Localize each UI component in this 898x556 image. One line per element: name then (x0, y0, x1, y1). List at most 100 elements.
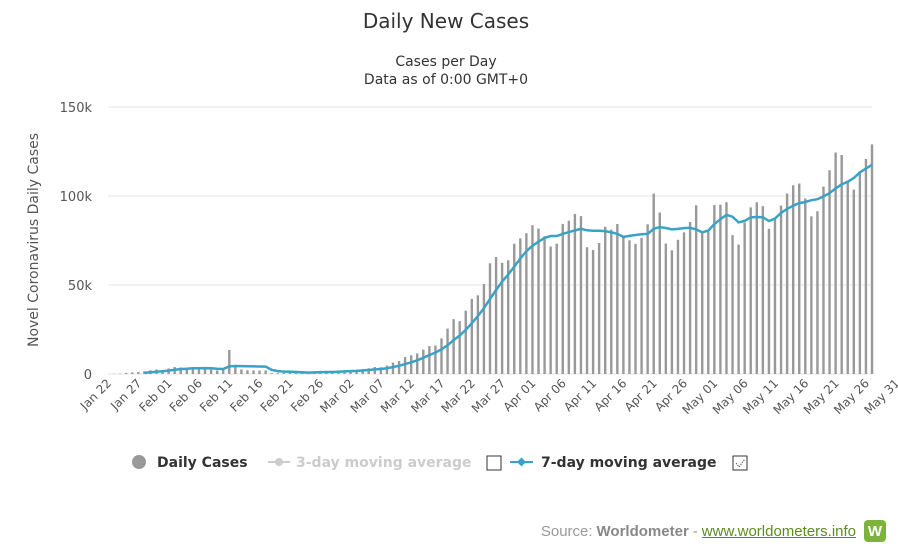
chart-title: Daily New Cases (363, 9, 529, 33)
x-tick-label: Apr 01 (500, 376, 538, 414)
credit-source-label: Source: (540, 522, 593, 540)
x-tick-label: Feb 21 (258, 376, 296, 414)
legend-item-3day-average[interactable]: 3-day moving average (268, 455, 472, 471)
daily-cases-bar (282, 372, 286, 374)
daily-cases-bar (428, 346, 431, 374)
daily-cases-bar (694, 205, 698, 374)
x-tick-label: Jan 22 (77, 376, 114, 413)
daily-cases-bar (179, 367, 182, 374)
daily-cases-bar (137, 372, 140, 374)
y-tick-label: 50k (68, 279, 93, 294)
daily-cases-bar (749, 207, 752, 374)
daily-cases-bar (634, 243, 637, 374)
daily-cases-bar (458, 321, 461, 374)
daily-cases-bar (804, 198, 807, 374)
daily-cases-bar (276, 373, 279, 374)
daily-cases-bar (652, 193, 655, 374)
daily-cases-bar (131, 372, 134, 374)
daily-cases-bar (870, 144, 874, 374)
daily-cases-bar (470, 298, 474, 374)
daily-cases-bar (543, 236, 546, 374)
daily-cases-bar (476, 295, 480, 374)
x-tick-label: Feb 01 (136, 376, 174, 414)
daily-cases-bar (713, 205, 716, 374)
daily-cases-bar (409, 355, 413, 374)
daily-cases-bar (622, 237, 625, 374)
y-tick-label: 0 (84, 368, 92, 383)
legend-item-daily-cases[interactable]: Daily Cases (132, 455, 248, 471)
daily-cases-bar (585, 247, 589, 374)
daily-cases-bar (858, 172, 862, 374)
credit-separator: - (692, 522, 698, 540)
daily-cases-bar (561, 223, 564, 374)
legend-marker-7day (517, 457, 526, 467)
daily-cases-bar (537, 228, 540, 374)
daily-cases-bar (185, 368, 189, 374)
daily-cases-bar (688, 221, 692, 374)
daily-cases-bar (264, 370, 267, 374)
daily-cases-bar (798, 183, 801, 374)
daily-cases-bar (416, 353, 419, 374)
x-tick-label: Mar 27 (469, 376, 508, 415)
daily-cases-bar (828, 170, 831, 374)
daily-cases-bar (852, 189, 856, 374)
daily-cases-bar (385, 365, 389, 374)
daily-cases-bar (494, 257, 498, 374)
daily-cases-bar (658, 212, 661, 374)
daily-cases-bar (816, 211, 819, 374)
daily-cases-bar (719, 204, 722, 374)
moving-average-7day-line (144, 163, 873, 375)
y-tick-label: 150k (60, 101, 93, 116)
daily-cases-bar (434, 345, 437, 374)
daily-cases-bar (191, 367, 195, 374)
daily-cases-bar (482, 283, 486, 374)
daily-cases-bar (640, 237, 643, 374)
daily-cases-bar (761, 206, 765, 374)
daily-cases-bar (209, 369, 213, 374)
daily-cases-bar (452, 319, 455, 374)
x-tick-label: Apr 06 (531, 376, 569, 414)
daily-cases-bar (252, 370, 255, 374)
daily-cases-bar (610, 229, 613, 374)
y-tick-labels: 0 50k 100k 150k (60, 101, 93, 383)
daily-cases-bar (228, 349, 231, 374)
daily-cases-bar (664, 243, 668, 374)
worldometer-logo-icon[interactable]: W (864, 520, 886, 542)
daily-cases-bar (549, 246, 552, 374)
credit-link[interactable]: www.worldometers.info (701, 522, 856, 540)
y-tick-label: 100k (60, 190, 93, 205)
y-axis-label: Novel Coronavirus Daily Cases (26, 133, 42, 347)
x-tick-label: Feb 06 (167, 376, 205, 414)
daily-cases-bar (822, 186, 825, 374)
daily-cases-bar (834, 152, 837, 374)
daily-cases-bar (379, 367, 383, 374)
legend-checkbox-checked[interactable] (732, 455, 748, 471)
daily-cases-bar (446, 328, 449, 374)
legend-checkbox-7day[interactable] (486, 455, 502, 471)
daily-cases-bar (604, 226, 607, 374)
x-tick-label: Apr 11 (561, 376, 599, 414)
daily-cases-bar (616, 223, 619, 374)
daily-cases-bar (525, 233, 528, 374)
daily-cases-bar (488, 263, 492, 374)
daily-cases-bar (240, 369, 243, 374)
daily-cases-bar (513, 243, 516, 374)
legend-item-7day-average[interactable]: 7-day moving average (510, 455, 717, 471)
daily-cases-bar (567, 220, 571, 374)
daily-cases-bar (579, 216, 583, 374)
daily-cases-bar (779, 205, 783, 374)
legend: Daily Cases 3-day moving average 7-day m… (132, 455, 748, 471)
daily-cases-bar (810, 216, 813, 374)
x-tick-label: Apr 21 (622, 376, 660, 414)
daily-cases-bar (791, 185, 795, 374)
legend-label-3day: 3-day moving average (296, 455, 472, 471)
chart-subtitle-date: Data as of 0:00 GMT+0 (364, 72, 528, 88)
chart-credit: Source: Worldometer - www.worldometers.i… (541, 520, 886, 542)
daily-cases-bar (725, 202, 728, 374)
daily-cases-bar (440, 338, 443, 374)
daily-cases-bar (124, 372, 128, 374)
daily-cases-bar (701, 233, 704, 374)
daily-cases-bar (234, 364, 237, 374)
